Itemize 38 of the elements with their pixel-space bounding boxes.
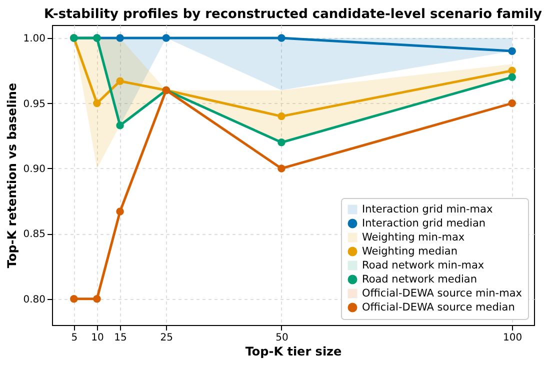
x-tick-label: 15 (114, 332, 127, 344)
y-tick-label: 1.00 (23, 34, 46, 45)
point (116, 122, 124, 130)
x-tick-label: 10 (91, 332, 104, 344)
legend-label: Road network median (362, 274, 478, 286)
annotation: Official-DEWA source min-max (362, 288, 522, 300)
annotation: Weighting min-max (362, 232, 465, 244)
point (278, 112, 286, 120)
x-tick-label: 100 (503, 332, 522, 344)
point (70, 295, 78, 303)
y-tick-label: 0.95 (23, 98, 46, 110)
x-tick-label: 50 (276, 332, 288, 344)
legend-label: Weighting median (362, 246, 458, 258)
legend-label: Interaction grid median (362, 218, 486, 230)
point (116, 208, 124, 216)
legend-label: Official-DEWA source median (362, 302, 515, 314)
y-tick-label: 0.80 (23, 294, 46, 306)
y-tick-label: 0.90 (23, 164, 46, 175)
point (116, 77, 124, 85)
x-axis-title: Top-K tier size (245, 344, 342, 358)
point (93, 295, 101, 303)
annotation: Road network min-max (362, 260, 484, 272)
point (278, 34, 286, 42)
y-tick-label: 0.85 (23, 229, 46, 240)
point (93, 99, 101, 108)
point (278, 164, 286, 172)
point (508, 99, 516, 108)
point (116, 34, 124, 42)
annotation: Interaction grid min-max (362, 204, 493, 216)
point (508, 47, 516, 55)
y-axis-title: Top-K retention vs baseline (5, 82, 20, 268)
x-tick-label: 5 (71, 332, 78, 344)
point (508, 73, 516, 82)
x-tick-label: 25 (160, 332, 174, 344)
point (278, 138, 286, 146)
point (162, 34, 170, 42)
chart-title: K-stability profiles by reconstructed candidate-level scenario family (44, 7, 542, 22)
point (508, 66, 516, 75)
